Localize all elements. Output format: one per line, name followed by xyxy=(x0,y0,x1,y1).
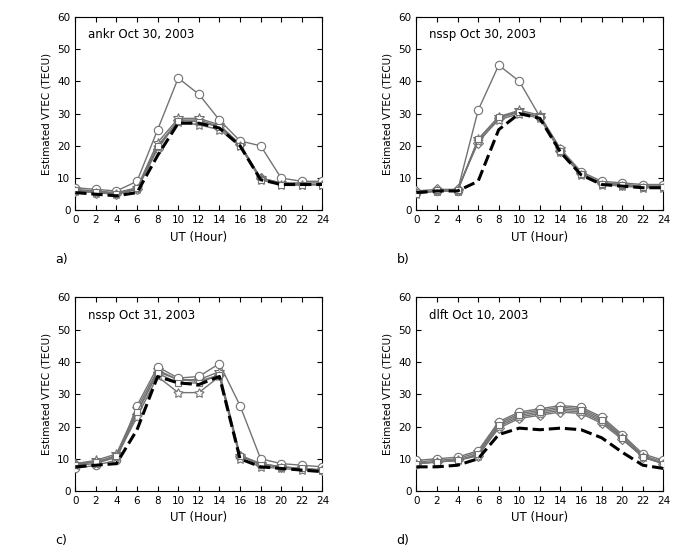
Text: a): a) xyxy=(55,253,68,266)
Y-axis label: Estimated VTEC (TECU): Estimated VTEC (TECU) xyxy=(42,52,52,175)
X-axis label: UT (Hour): UT (Hour) xyxy=(170,512,227,525)
Text: nssp Oct 31, 2003: nssp Oct 31, 2003 xyxy=(88,309,195,322)
Y-axis label: Estimated VTEC (TECU): Estimated VTEC (TECU) xyxy=(383,333,393,455)
Text: d): d) xyxy=(397,533,410,547)
Text: b): b) xyxy=(397,253,409,266)
Y-axis label: Estimated VTEC (TECU): Estimated VTEC (TECU) xyxy=(383,52,393,175)
X-axis label: UT (Hour): UT (Hour) xyxy=(170,231,227,244)
Text: ankr Oct 30, 2003: ankr Oct 30, 2003 xyxy=(88,28,194,41)
Y-axis label: Estimated VTEC (TECU): Estimated VTEC (TECU) xyxy=(42,333,52,455)
Text: c): c) xyxy=(55,533,67,547)
Text: nssp Oct 30, 2003: nssp Oct 30, 2003 xyxy=(429,28,536,41)
X-axis label: UT (Hour): UT (Hour) xyxy=(512,512,568,525)
Text: dlft Oct 10, 2003: dlft Oct 10, 2003 xyxy=(429,309,528,322)
X-axis label: UT (Hour): UT (Hour) xyxy=(512,231,568,244)
